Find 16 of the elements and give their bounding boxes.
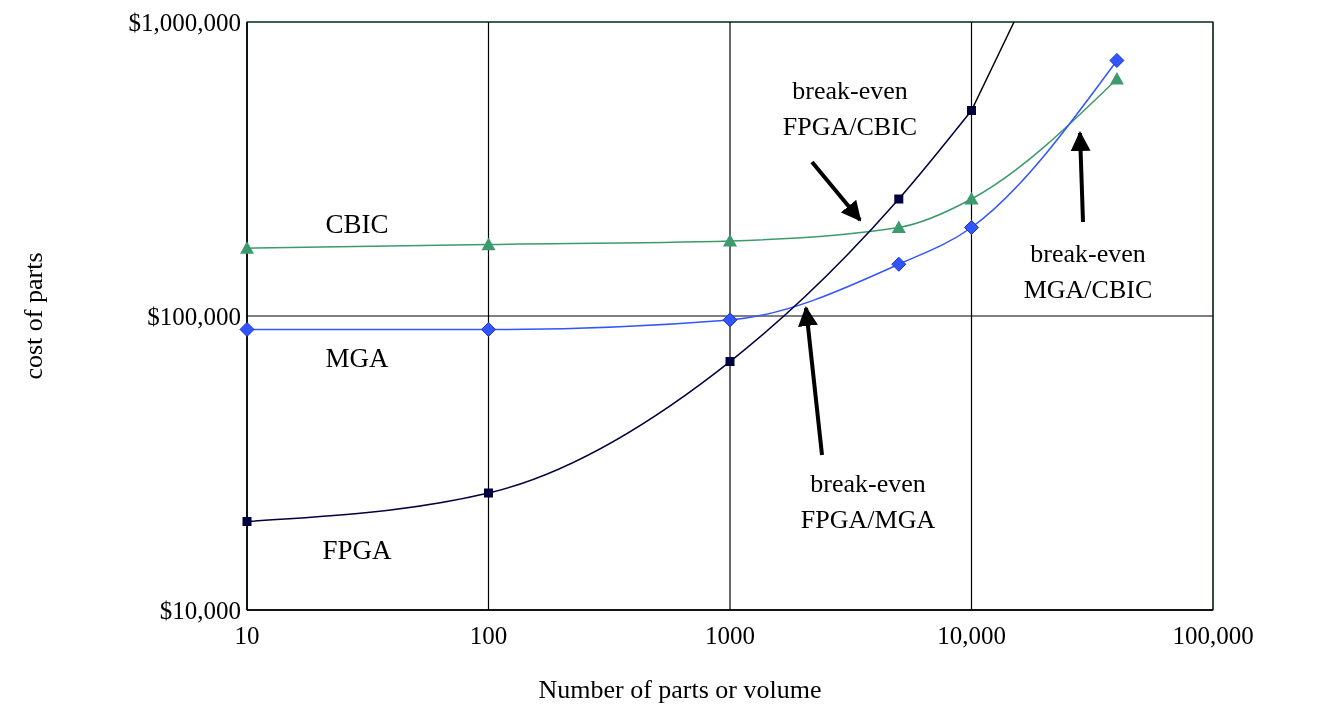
x-tick-label: 100,000 — [1172, 622, 1254, 649]
annotation: break-even FPGA/CBIC — [782, 76, 918, 141]
x-tick-label: 1000 — [705, 622, 755, 649]
y-tick-label: $100,000 — [147, 303, 241, 330]
annotation: break-even MGA/CBIC — [1023, 239, 1153, 304]
x-axis-title: Number of parts or volume — [538, 675, 822, 704]
series-label: FPGA — [322, 535, 393, 566]
x-tick-label: 100 — [469, 622, 508, 649]
series-label: CBIC — [325, 209, 389, 240]
annotation: break-even FPGA/MGA — [800, 469, 936, 534]
y-tick-label: $1,000,000 — [128, 9, 241, 36]
y-axis-title: cost of parts — [19, 252, 48, 380]
x-tick-label: 10 — [234, 622, 260, 649]
y-tick-label: $10,000 — [159, 597, 241, 624]
series-label: MGA — [325, 343, 389, 374]
x-tick-label: 10,000 — [937, 622, 1006, 649]
